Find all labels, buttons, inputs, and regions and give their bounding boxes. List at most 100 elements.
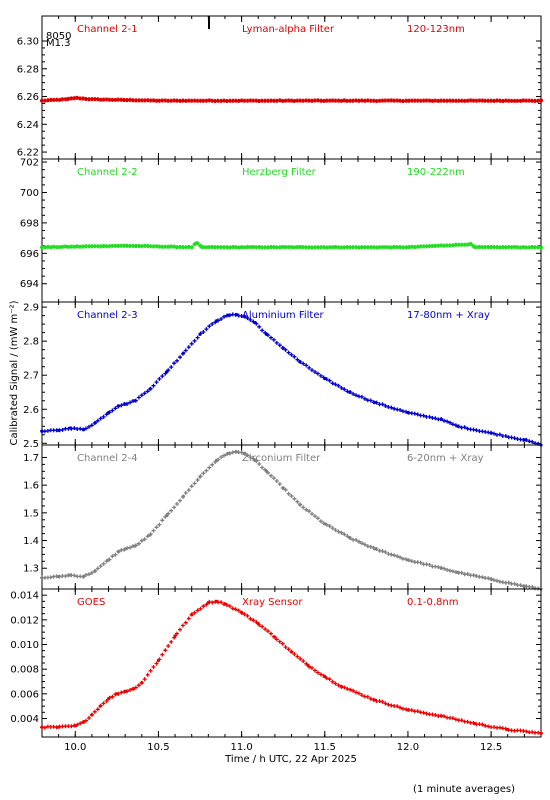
y-tick-label: 1.6 (23, 481, 39, 492)
y-tick-label: 1.5 (23, 508, 39, 519)
data-point (133, 544, 137, 548)
data-point (439, 714, 443, 718)
x-axis-title: Time / h UTC, 22 Apr 2025 (224, 754, 357, 765)
panel-channel-label: Channel 2-1 (77, 24, 138, 35)
data-point (81, 574, 86, 579)
data-point (456, 424, 460, 428)
data-point (522, 584, 526, 588)
data-point (215, 319, 219, 323)
data-point (539, 99, 543, 103)
data-point (165, 514, 169, 518)
panel-frame (41, 15, 542, 160)
data-point (323, 522, 327, 526)
data-point (226, 313, 230, 317)
data-point (243, 451, 247, 455)
panel-filter-label: Zirconium Filter (242, 453, 321, 464)
data-point (198, 475, 202, 479)
data-point (281, 486, 285, 490)
data-point (123, 689, 127, 693)
data-point (373, 698, 377, 702)
data-point (456, 570, 460, 574)
series-markers (40, 241, 543, 250)
data-point (57, 725, 61, 729)
data-point (339, 684, 343, 689)
data-point (469, 242, 473, 246)
panels-group: 6.22 6.24 6.26 6.28 6.30 Channel 2-1 Lyman-alp… (10, 15, 543, 738)
data-point (298, 359, 302, 364)
data-point (93, 569, 97, 573)
data-point (40, 99, 44, 103)
data-point (240, 99, 244, 103)
data-point (57, 574, 61, 579)
data-point (206, 600, 210, 605)
data-point (40, 429, 44, 433)
data-point (106, 558, 111, 562)
x-tick-label: 12.5 (480, 742, 502, 753)
y-tick-label: 6.22 (17, 148, 39, 159)
data-point (406, 245, 410, 249)
data-point (90, 713, 94, 717)
data-point (406, 558, 410, 562)
data-point (123, 402, 127, 406)
series-marker-path (40, 449, 541, 591)
data-point (68, 573, 72, 577)
corner-mark-class: M1.3 (46, 38, 71, 49)
y-tick-label: 2.5 (23, 439, 39, 450)
averaging-note: (1 minute averages) (413, 784, 515, 795)
y-tick-label: 700 (20, 188, 39, 199)
y-tick-label: 1.3 (23, 564, 39, 575)
y-tick-label: 6.26 (17, 92, 39, 103)
data-point (198, 332, 202, 336)
data-point (373, 547, 377, 551)
data-point (81, 720, 86, 724)
y-tick-label: 2.6 (23, 405, 39, 416)
data-point (522, 438, 526, 442)
data-point (281, 346, 285, 350)
y-tick-label: 694 (20, 279, 39, 290)
y-axis-title: Calibrated Signal / (mW m⁻²) (9, 300, 20, 445)
series-marker-path (40, 312, 541, 446)
y-tick-label: 0.008 (10, 665, 39, 676)
panel-3: 2.5 2.6 2.7 2.8 2.9 Channel 2-3 Aluminium Filt… (23, 301, 543, 450)
data-point (116, 404, 121, 408)
data-point (472, 721, 477, 726)
data-point (115, 692, 119, 696)
data-point (439, 566, 443, 570)
data-point (116, 550, 121, 554)
data-point (106, 411, 111, 415)
y-tick-label: 0.014 (10, 591, 39, 602)
data-point (200, 245, 204, 249)
data-point (133, 399, 137, 403)
data-point (240, 245, 244, 249)
data-point (57, 428, 61, 432)
data-point (348, 390, 352, 394)
y-tick-label: 1.7 (23, 453, 39, 464)
y-tick-label: 2.8 (23, 337, 39, 348)
data-point (131, 687, 136, 691)
panel-4: 1.3 1.4 1.5 1.6 1.7 Channel 2-4 Zirconium Filt… (23, 444, 543, 591)
panel-1: 6.22 6.24 6.26 6.28 6.30 Channel 2-1 Lyman-alp… (17, 15, 543, 160)
data-point (123, 244, 127, 248)
data-point (156, 658, 161, 663)
y-tick-label: 2.7 (23, 371, 39, 382)
y-tick-label: 6.28 (17, 64, 39, 75)
y-tick-label: 6.30 (17, 36, 39, 47)
data-point (93, 421, 97, 425)
data-point (323, 377, 327, 381)
panel-filter-label: Herzberg Filter (242, 167, 317, 178)
x-tick-label: 12.0 (397, 742, 419, 753)
data-point (264, 469, 269, 473)
x-tick-label: 11.5 (314, 742, 336, 753)
x-axis: 10.0 10.5 11.0 11.5 12.0 12.5 (64, 742, 502, 753)
data-point (195, 241, 199, 245)
data-point (215, 458, 219, 462)
series-markers (40, 449, 543, 591)
data-point (472, 245, 477, 249)
data-point (181, 494, 185, 498)
panel-filter-label: Lyman-alpha Filter (242, 24, 335, 35)
x-tick-label: 10.0 (64, 742, 86, 753)
data-point (235, 450, 239, 454)
data-point (348, 536, 352, 540)
panel-2: 694 696 698 700 702 Channel 2-2 Herzberg Filte… (20, 158, 543, 303)
y-tick-label: 0.006 (10, 689, 39, 700)
